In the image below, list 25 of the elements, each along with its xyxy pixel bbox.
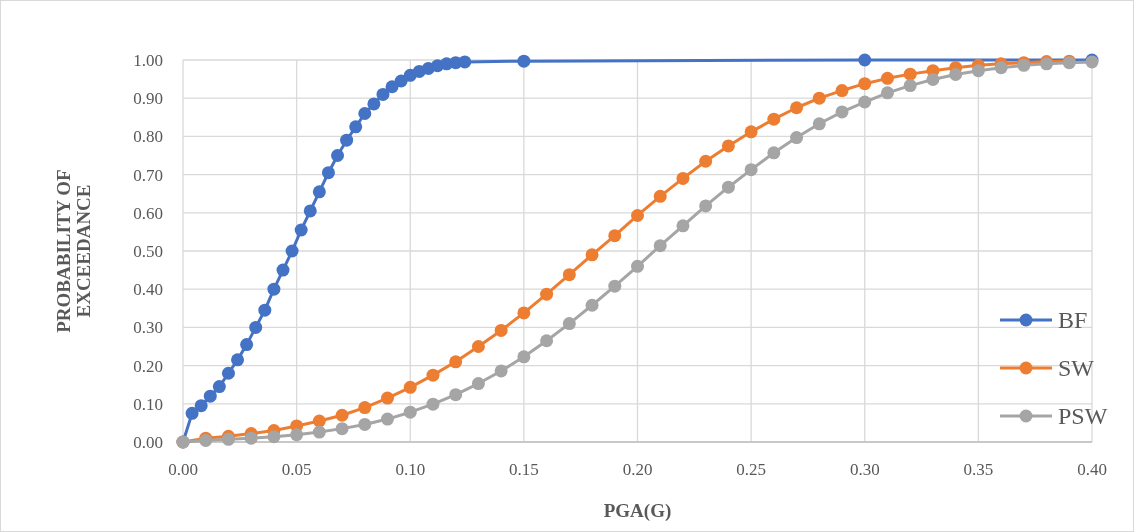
y-tick-label: 0.60: [133, 203, 163, 223]
y-tick-label: 0.10: [133, 394, 163, 414]
x-tick-label: 0.30: [849, 460, 880, 479]
x-tick-label: 0.20: [622, 460, 653, 479]
legend-label: SW: [1058, 355, 1095, 382]
y-tick-label: 0.30: [133, 318, 163, 338]
y-tick-label: 0.20: [133, 356, 163, 376]
y-tick-label: 0.90: [133, 89, 163, 109]
y-tick-label: 0.00: [133, 432, 163, 452]
y-tick-label: 0.40: [133, 280, 163, 300]
y-tick-label: 0.70: [133, 165, 163, 185]
x-tick-label: 0.05: [281, 460, 312, 479]
legend-label: PSW: [1058, 403, 1108, 430]
x-tick-label: 0.10: [395, 460, 426, 479]
legend-label: BF: [1058, 307, 1088, 334]
x-tick-label: 0.15: [509, 460, 539, 479]
x-tick-label: 0.35: [963, 460, 994, 479]
x-axis-title: PGA(G): [603, 500, 672, 522]
x-tick-label: 0.40: [1077, 460, 1107, 479]
y-axis-title: PROBABILITY OF EXCEEDANCE: [53, 169, 95, 333]
x-tick-label: 0.00: [168, 460, 198, 479]
y-tick-label: 0.50: [133, 241, 163, 261]
y-tick-label: 0.80: [133, 127, 163, 147]
y-tick-label: 1.00: [133, 50, 163, 70]
x-tick-label: 0.25: [736, 460, 766, 479]
